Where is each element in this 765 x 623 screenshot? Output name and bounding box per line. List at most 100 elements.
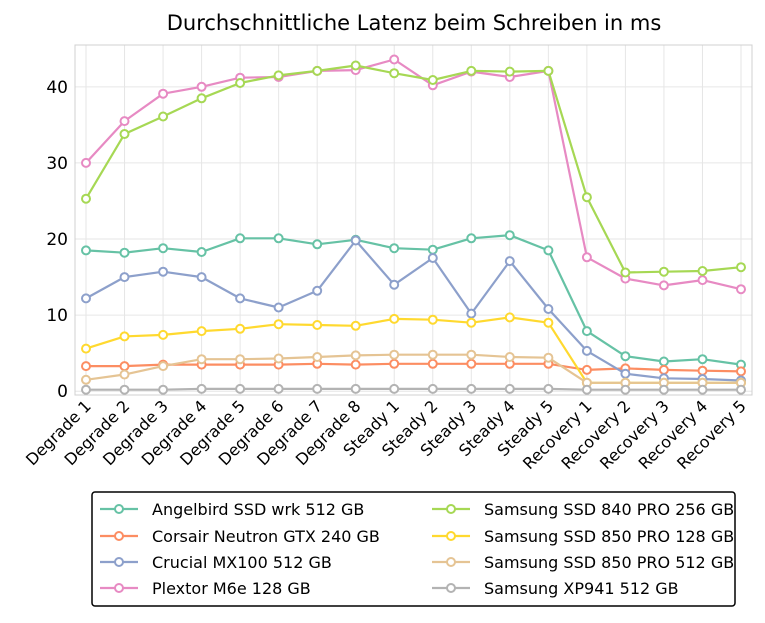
data-point xyxy=(581,252,592,263)
data-point xyxy=(543,317,554,328)
data-point xyxy=(697,365,708,376)
data-point xyxy=(312,65,323,76)
legend-label: Samsung SSD 840 PRO 256 GB xyxy=(484,500,734,519)
data-point xyxy=(389,313,400,324)
data-point xyxy=(581,326,592,337)
data-point xyxy=(273,302,284,313)
y-tick-label: 10 xyxy=(46,306,68,326)
data-point xyxy=(466,317,477,328)
legend-label: Samsung SSD 850 PRO 512 GB xyxy=(484,553,734,572)
data-point xyxy=(389,68,400,79)
data-point xyxy=(427,349,438,360)
data-point xyxy=(466,65,477,76)
legend-item: Samsung SSD 850 PRO 128 GB xyxy=(432,527,734,546)
series-4 xyxy=(81,54,746,295)
legend-item: Corsair Neutron GTX 240 GB xyxy=(100,527,380,546)
series-1 xyxy=(81,230,746,370)
data-point xyxy=(196,81,207,92)
data-point xyxy=(427,75,438,85)
series-line xyxy=(85,239,742,382)
data-point xyxy=(466,349,477,360)
data-point xyxy=(312,239,323,250)
data-point xyxy=(273,319,284,330)
data-point xyxy=(658,266,669,277)
y-axis: 0 10 20 30 40 xyxy=(46,78,68,402)
data-point xyxy=(427,244,438,255)
legend-swatch-marker xyxy=(446,504,456,514)
data-point xyxy=(389,54,400,65)
data-point xyxy=(736,384,746,395)
data-point xyxy=(196,383,207,394)
plot-frame xyxy=(74,44,753,396)
series-line xyxy=(86,387,741,391)
data-point xyxy=(119,129,130,139)
data-point xyxy=(235,323,246,334)
data-point xyxy=(350,359,361,370)
data-point xyxy=(119,247,130,258)
legend-swatch-marker xyxy=(446,557,456,567)
data-point xyxy=(350,383,361,394)
data-point xyxy=(543,245,554,256)
legend-swatch-marker xyxy=(446,531,456,541)
data-point xyxy=(158,111,169,122)
series-3 xyxy=(81,235,746,386)
data-point xyxy=(658,384,669,395)
data-point xyxy=(81,361,91,372)
data-point xyxy=(81,293,91,304)
legend-label: Plextor M6e 128 GB xyxy=(152,579,311,598)
data-point xyxy=(350,320,361,331)
data-point xyxy=(581,384,592,395)
legend-box xyxy=(91,491,736,607)
legend-swatch-marker xyxy=(114,531,124,541)
data-point xyxy=(581,192,592,203)
data-point xyxy=(196,93,207,104)
data-point xyxy=(235,233,246,244)
data-point xyxy=(81,384,91,395)
data-point xyxy=(119,369,130,380)
data-point xyxy=(196,354,207,365)
data-point xyxy=(427,253,438,263)
data-point xyxy=(697,275,708,286)
legend-item: Plextor M6e 128 GB xyxy=(100,579,311,598)
data-point xyxy=(273,353,284,364)
data-point xyxy=(543,304,554,314)
data-point xyxy=(389,279,400,290)
data-point xyxy=(620,384,631,395)
y-tick-label: 40 xyxy=(46,78,68,98)
data-point xyxy=(466,383,477,394)
data-point xyxy=(158,361,169,372)
data-point xyxy=(504,66,515,77)
grid xyxy=(75,45,752,395)
data-point xyxy=(196,326,207,337)
legend-label: Samsung SSD 850 PRO 128 GB xyxy=(484,527,734,546)
data-point xyxy=(273,70,284,81)
legend: Angelbird SSD wrk 512 GB Corsair Neutron … xyxy=(91,491,736,607)
data-point xyxy=(466,233,477,244)
legend-swatch-marker xyxy=(114,583,124,593)
data-point xyxy=(81,374,91,385)
data-point xyxy=(466,308,477,319)
data-point xyxy=(196,272,207,283)
data-point xyxy=(736,284,746,295)
data-point xyxy=(119,331,130,342)
data-point xyxy=(81,343,91,354)
data-point xyxy=(389,243,400,254)
data-point xyxy=(389,383,400,394)
data-point xyxy=(81,157,91,168)
data-point xyxy=(736,366,746,377)
legend-label: Samsung XP941 512 GB xyxy=(484,579,679,598)
series-line xyxy=(85,234,742,366)
series-5 xyxy=(81,60,746,278)
data-point xyxy=(158,88,169,99)
series-line xyxy=(86,362,742,373)
data-point xyxy=(235,354,246,365)
legend-item: Angelbird SSD wrk 512 GB xyxy=(100,500,364,519)
data-point xyxy=(427,314,438,325)
legend-swatch-marker xyxy=(446,583,456,593)
data-point xyxy=(620,267,631,278)
data-point xyxy=(620,368,631,379)
data-point xyxy=(427,383,438,394)
